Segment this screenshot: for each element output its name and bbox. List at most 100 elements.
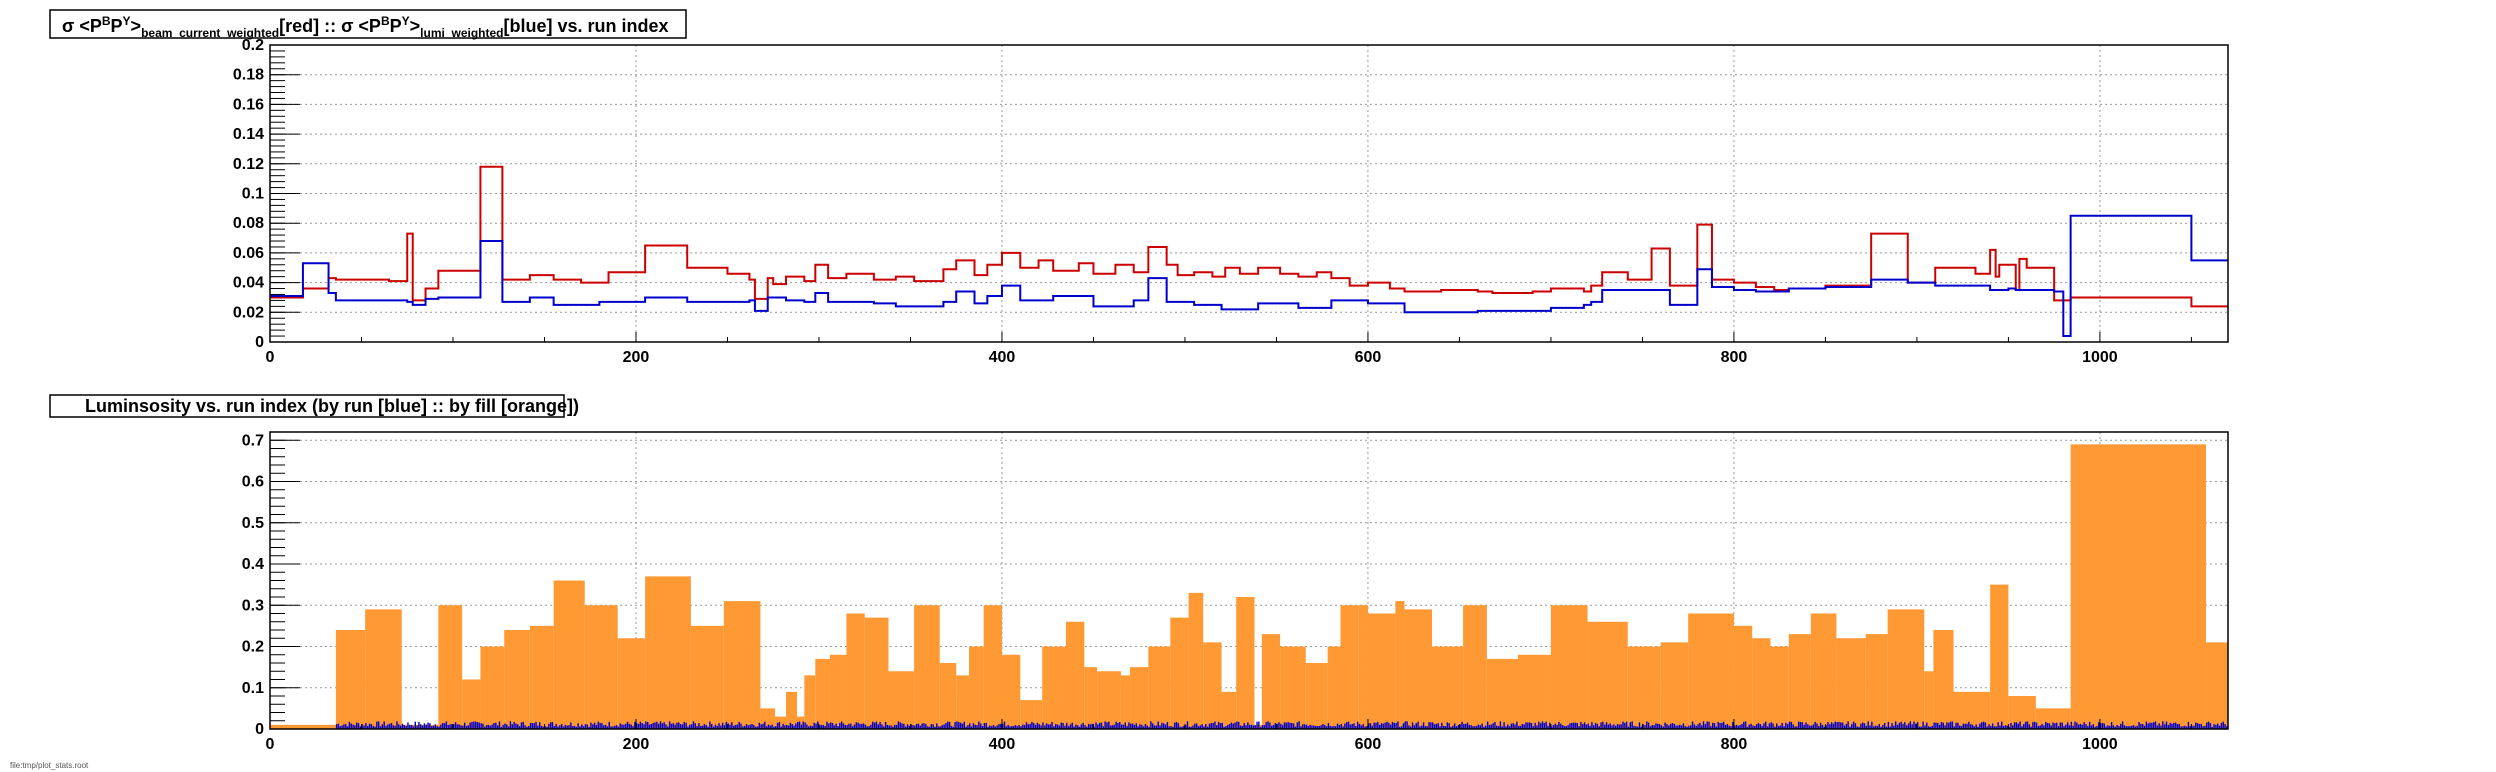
run-bar [1572, 722, 1575, 729]
run-bar [972, 723, 975, 729]
run-bar [1089, 724, 1092, 729]
fill-bar [1463, 605, 1487, 729]
run-bar [1918, 726, 1921, 729]
run-bar [1463, 723, 1465, 729]
fill-bar [815, 658, 830, 729]
run-bar [1022, 724, 1024, 729]
run-bar [606, 726, 609, 729]
run-bar [1197, 726, 1200, 729]
run-bar [1426, 726, 1428, 729]
run-bar [641, 723, 643, 729]
run-bar [2041, 723, 2043, 729]
run-bar [1179, 726, 1181, 729]
run-bar [811, 726, 814, 729]
run-bar [687, 726, 689, 729]
p2-xtick-label: 1000 [2082, 736, 2118, 753]
run-bar [1023, 725, 1026, 729]
run-bar [725, 721, 728, 729]
run-bar [1097, 724, 1099, 729]
fill-bar [1627, 646, 1661, 729]
run-bar [833, 725, 836, 729]
run-bar [2138, 722, 2140, 729]
run-bar [1814, 721, 1816, 729]
run-bar [443, 723, 446, 729]
run-bar [504, 723, 506, 729]
run-bar [1382, 723, 1385, 729]
fill-bar [2070, 444, 2207, 729]
run-bar [538, 722, 541, 729]
run-bar [1194, 723, 1196, 729]
run-bar [1003, 721, 1006, 729]
run-bar [2035, 722, 2038, 729]
run-bar [797, 721, 799, 729]
run-bar [1567, 725, 1569, 729]
run-bar [978, 721, 980, 729]
run-bar [1574, 722, 1577, 729]
run-bar [956, 721, 958, 729]
fill-bar [1236, 597, 1255, 729]
run-bar [1221, 722, 1223, 729]
run-bar [952, 726, 954, 729]
run-bar [2032, 722, 2034, 729]
run-bar [460, 725, 462, 729]
fill-bar [1887, 609, 1925, 729]
run-bar [463, 722, 466, 729]
run-bar [1699, 722, 1701, 729]
run-bar [1483, 726, 1485, 729]
run-bar [1181, 726, 1183, 729]
run-bar [1525, 722, 1527, 729]
run-bar [2220, 722, 2223, 729]
run-bar [1593, 725, 1595, 729]
run-bar [1748, 724, 1750, 729]
run-bar [861, 723, 863, 729]
panel2-title: Luminsosity vs. run index (by run [blue]… [85, 396, 579, 416]
run-bar [1598, 726, 1600, 729]
run-bar [1792, 724, 1794, 729]
run-bar [1737, 725, 1740, 729]
run-bar [1303, 724, 1306, 729]
run-bar [1819, 722, 1822, 729]
run-bar [1104, 721, 1106, 729]
run-bar [1955, 722, 1957, 729]
run-bar [370, 724, 373, 729]
run-bar [1208, 723, 1211, 729]
p1-ytick-label: 0.12 [233, 156, 264, 173]
run-bar [2222, 721, 2224, 729]
run-bar [1060, 722, 1062, 729]
run-bar [1752, 725, 1754, 729]
run-bar [626, 721, 629, 729]
run-bar [1750, 723, 1752, 729]
run-bar [1276, 723, 1278, 729]
fill-bar [1084, 667, 1098, 729]
run-bar [1075, 724, 1077, 729]
run-bar [1644, 725, 1646, 729]
run-bar [1616, 724, 1619, 729]
run-bar [632, 726, 634, 729]
p1-ytick-label: 0.1 [242, 186, 264, 203]
run-bar [1627, 726, 1630, 729]
run-bar [1477, 724, 1480, 729]
run-bar [844, 724, 847, 729]
fill-bar [1836, 638, 1866, 729]
run-bar [1594, 722, 1597, 729]
run-bar [350, 723, 352, 729]
run-bar [1353, 723, 1355, 729]
run-bar [2098, 722, 2100, 729]
run-bar [1704, 724, 1707, 729]
run-bar [729, 724, 731, 729]
run-bar [1170, 726, 1172, 729]
run-bar [1080, 724, 1083, 729]
run-bar [1896, 724, 1899, 729]
run-bar [1609, 723, 1611, 729]
run-bar [1162, 723, 1165, 729]
run-bar [1931, 725, 1933, 729]
run-bar [1556, 724, 1558, 729]
run-bar [1190, 726, 1192, 729]
run-bar [1340, 723, 1342, 729]
run-bar [1587, 723, 1589, 729]
run-bar [980, 723, 982, 729]
run-bar [1951, 721, 1954, 729]
run-bar [1539, 723, 1542, 729]
run-bar [1192, 725, 1194, 729]
